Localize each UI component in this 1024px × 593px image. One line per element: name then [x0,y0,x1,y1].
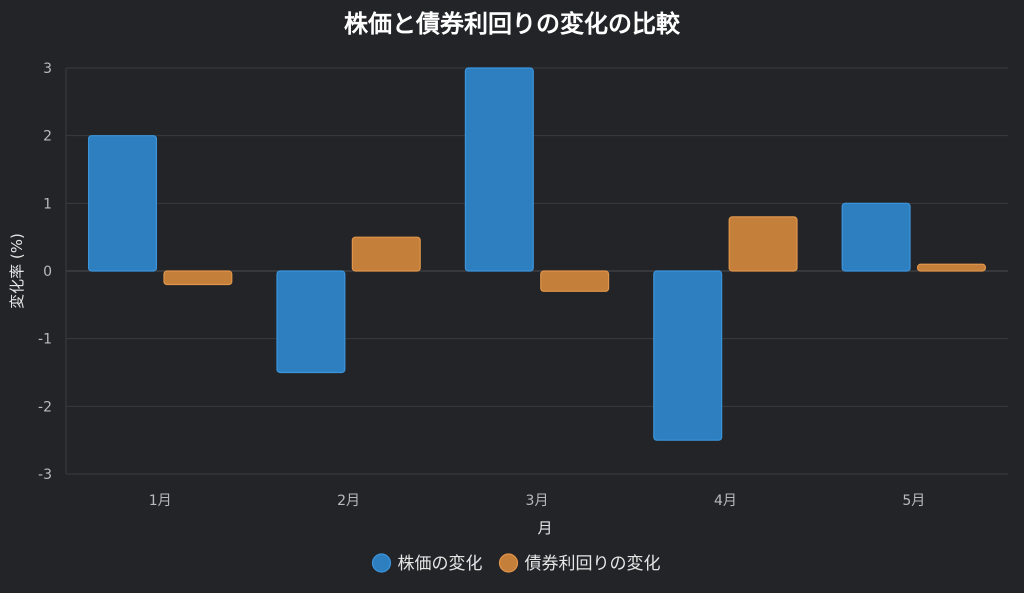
legend-swatch-icon [371,553,392,573]
legend-item-1[interactable]: 債券利回りの変化 [498,553,661,574]
y-axis-label: 変化率 (%) [8,233,26,309]
legend-label: 株価の変化 [398,554,483,574]
chart-title: 株価と債券利回りの変化の比較 [344,10,681,38]
y-tick-labels: 3 2 1 0 -1 -2 -3 [38,61,52,483]
legend-item-0[interactable]: 株価の変化 [371,553,483,574]
y-tick-label: 1 [43,196,52,212]
bar-series-0-2[interactable] [464,67,534,272]
y-tick-label: 2 [43,129,52,145]
x-tick-label: 4月 [714,493,737,509]
legend-label: 債券利回りの変化 [525,554,661,574]
bar-series-1-1[interactable] [351,236,421,272]
legend-swatch-icon [498,553,519,573]
bar-series-1-3[interactable] [728,216,798,272]
bar-series-0-4[interactable] [841,202,911,272]
y-tick-label: -1 [38,332,52,348]
x-tick-label: 2月 [337,493,360,509]
bar-series-1-4[interactable] [916,263,986,272]
y-tick-label: 3 [43,61,52,77]
bar-series-1-0[interactable] [163,270,233,286]
bar-series-1-2[interactable] [540,270,610,292]
legend[interactable]: 株価の変化 債券利回りの変化 [371,553,661,574]
bars [88,67,986,441]
x-tick-label: 1月 [149,493,172,509]
y-tick-label: -2 [38,399,52,415]
x-tick-label: 3月 [526,493,549,509]
x-tick-labels: 1月 2月 3月 4月 5月 [149,493,926,509]
bar-series-0-0[interactable] [88,135,158,272]
bar-series-0-1[interactable] [276,270,346,374]
y-tick-label: 0 [43,264,52,280]
x-axis-label: 月 [537,519,552,537]
bar-series-0-3[interactable] [653,270,723,441]
y-tick-label: -3 [38,467,52,483]
x-tick-label: 5月 [902,493,925,509]
